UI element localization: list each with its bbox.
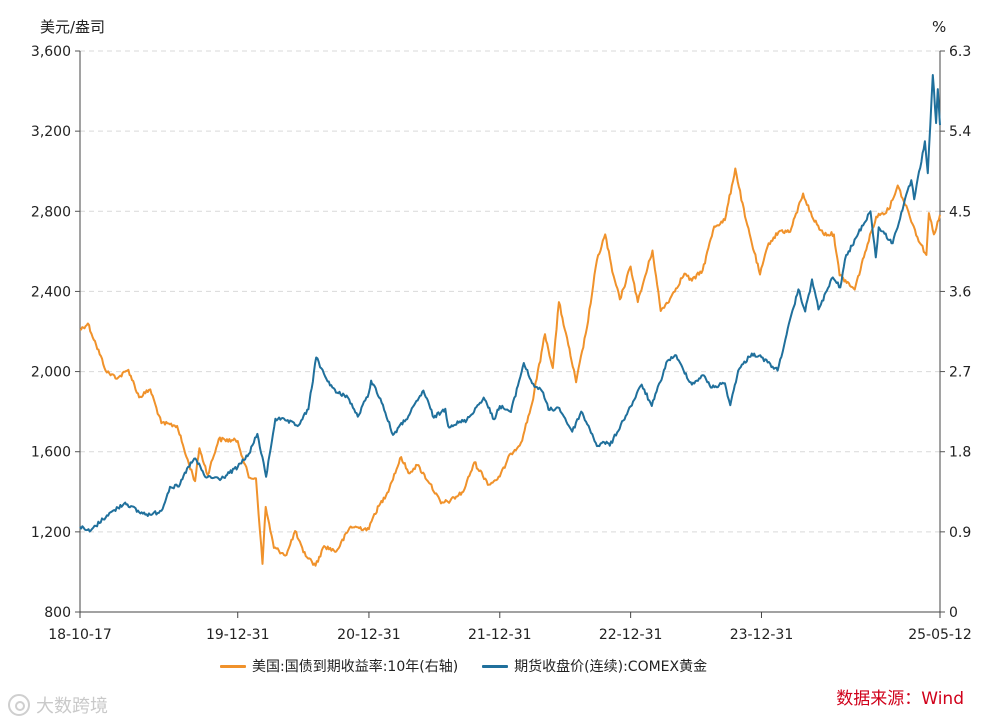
legend-item-treasury: 美国:国债到期收益率:10年(右轴) [220,656,458,676]
series-line-comex-gold [79,74,941,533]
left-tick-label: 2,000 [31,365,71,381]
axes [79,51,941,613]
legend-item-gold: 期货收盘价(连续):COMEX黄金 [482,656,707,676]
x-tick-label: 21-12-31 [468,627,532,643]
left-tick-label: 2,400 [31,284,71,300]
x-tick-label: 22-12-31 [599,627,663,643]
series-line-treasury-yield [79,167,941,567]
right-tick-label: 5.4 [949,124,971,140]
right-tick-label: 1.8 [949,445,971,461]
left-tick-label: 2,800 [31,204,71,220]
watermark-logo-icon [8,694,30,716]
left-tick-label: 1,200 [31,525,71,541]
grid-lines [80,50,940,533]
watermark: 大数跨境 [8,692,108,718]
x-tick-label: 19-12-31 [206,627,270,643]
x-tick-label: 20-12-31 [337,627,401,643]
right-tick-label: 6.3 [949,44,971,60]
x-tick-label: 25-05-12 [908,627,972,643]
watermark-text: 大数跨境 [36,696,108,717]
legend-label-gold: 期货收盘价(连续):COMEX黄金 [514,659,708,675]
right-tick-label: 4.5 [949,204,971,220]
right-tick-label: 0.9 [949,525,971,541]
right-tick-label: 2.7 [949,365,971,381]
right-tick-label: 0 [949,605,958,621]
left-tick-label: 3,600 [31,44,71,60]
legend-label-treasury: 美国:国债到期收益率:10年(右轴) [252,659,459,675]
left-tick-label: 800 [44,605,71,621]
source-note: 数据来源：Wind [836,689,964,709]
right-axis-ticks: 0 0.9 1.8 2.7 3.6 4.5 5.4 6.3 [940,44,971,621]
legend-swatch-treasury [220,664,246,668]
left-tick-label: 1,600 [31,445,71,461]
left-tick-label: 3,200 [31,124,71,140]
right-tick-label: 3.6 [949,284,971,300]
legend: 美国:国债到期收益率:10年(右轴) 期货收盘价(连续):COMEX黄金 [220,656,707,676]
x-tick-label: 18-10-17 [48,627,112,643]
x-axis-ticks: 18-10-17 19-12-31 20-12-31 21-12-31 22-12-31… [48,612,972,643]
left-axis-unit: 美元/盎司 [40,18,105,36]
x-tick-label: 23-12-31 [730,627,794,643]
series-lines [79,74,941,567]
legend-swatch-gold [482,664,509,668]
left-axis-ticks: 800 1,200 1,600 2,000 2,400 2,800 3,200 3,600 [31,44,80,621]
right-axis-unit: % [932,18,946,36]
